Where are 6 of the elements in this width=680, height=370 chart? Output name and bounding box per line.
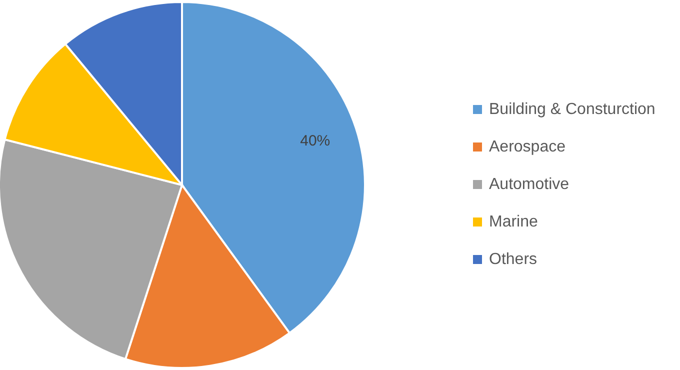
legend-label: Marine	[489, 214, 538, 231]
legend-label: Building & Consturction	[489, 101, 656, 118]
legend-label: Aerospace	[489, 138, 566, 156]
legend-label: Automotive	[489, 176, 570, 194]
data-label: 40%	[300, 132, 330, 150]
legend-label: Others	[489, 251, 538, 268]
